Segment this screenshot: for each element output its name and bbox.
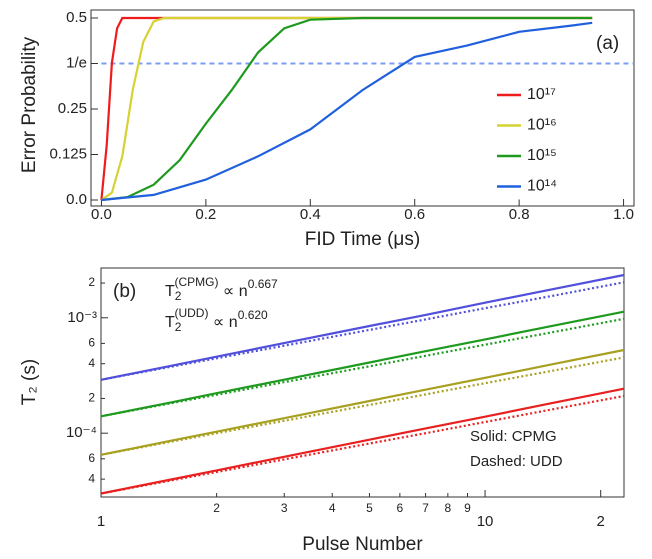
data-line	[100, 16, 593, 201]
y-axis-label: Error Probability	[19, 36, 40, 173]
x-tick-label: 2	[213, 501, 220, 515]
data-line	[101, 16, 593, 202]
y-axis-label: T₂ (s)	[19, 359, 40, 405]
annotation-text: ∝ n	[218, 283, 247, 300]
annotation-sup: (CPMG)	[174, 275, 218, 289]
data-line	[100, 317, 625, 418]
x-tick-label: 8	[445, 501, 452, 515]
annotation-text: ∝ n	[208, 314, 237, 331]
annotation-base: T	[165, 283, 175, 300]
data-line	[100, 348, 625, 456]
x-tick-label: 6	[397, 501, 404, 515]
data-line	[100, 387, 625, 495]
y-tick-label: 10⁻⁴	[66, 424, 97, 441]
y-tick-label: 6	[88, 451, 95, 465]
plot-frame	[90, 9, 635, 207]
x-tick-label: 7	[422, 501, 429, 515]
y-tick-label: 0.5	[66, 9, 87, 26]
annotation-exp: 0.667	[248, 277, 278, 291]
x-tick-label: 1.0	[613, 206, 634, 223]
y-tick-label: 10⁻³	[67, 309, 97, 326]
x-tick-label: 0.8	[509, 206, 530, 223]
y-tick-label: 4	[88, 356, 95, 370]
data-line	[100, 356, 625, 456]
annotation-sup: (UDD)	[174, 306, 208, 320]
x-tick-label: 0.2	[195, 206, 216, 223]
annotation-sub: 2	[175, 289, 182, 303]
x-tick-label: 2	[597, 513, 605, 530]
legend-label: 10¹⁷	[527, 86, 556, 103]
data-line	[100, 281, 625, 381]
annotation: T2(CPMG) ∝ n0.667	[165, 275, 278, 303]
data-line	[100, 310, 625, 418]
x-tick-label: 3	[281, 501, 288, 515]
plot-frame	[100, 267, 625, 498]
annotation: T2(UDD) ∝ n0.620	[165, 306, 268, 334]
y-tick-label: 0.125	[49, 145, 87, 162]
y-tick-label: 1/e	[66, 54, 87, 71]
legend-label: 10¹⁶	[527, 117, 557, 134]
y-tick-label: 2	[88, 391, 95, 405]
legend-label: 10¹⁴	[527, 178, 557, 195]
x-tick-label: 0.0	[91, 206, 112, 223]
y-tick-label: 4	[88, 471, 95, 485]
data-line	[101, 21, 593, 202]
annotation-base: T	[165, 314, 175, 331]
y-tick-label: 0.25	[58, 100, 87, 117]
note: Dashed: UDD	[470, 453, 563, 470]
panel-label: (b)	[113, 281, 136, 302]
panel-label: (a)	[596, 33, 619, 54]
x-tick-label: 4	[329, 501, 336, 515]
x-tick-label: 0.4	[300, 206, 321, 223]
x-axis-label: Pulse Number	[302, 534, 423, 555]
legend-label: 10¹⁵	[527, 147, 557, 164]
y-tick-label: 2	[88, 275, 95, 289]
annotation-exp: 0.620	[238, 308, 268, 322]
y-tick-label: 6	[88, 336, 95, 350]
x-tick-label: 5	[366, 501, 373, 515]
x-tick-label: 9	[464, 501, 471, 515]
data-line	[100, 394, 625, 495]
x-tick-label: 0.6	[404, 206, 425, 223]
x-tick-label: 10	[477, 513, 494, 530]
x-axis-label: FID Time (μs)	[305, 229, 420, 250]
data-line	[100, 273, 625, 381]
note: Solid: CPMG	[470, 428, 557, 445]
annotation-sub: 2	[175, 320, 182, 334]
y-tick-label: 0.0	[66, 191, 87, 208]
data-line	[100, 16, 593, 201]
x-tick-label: 1	[97, 513, 105, 530]
